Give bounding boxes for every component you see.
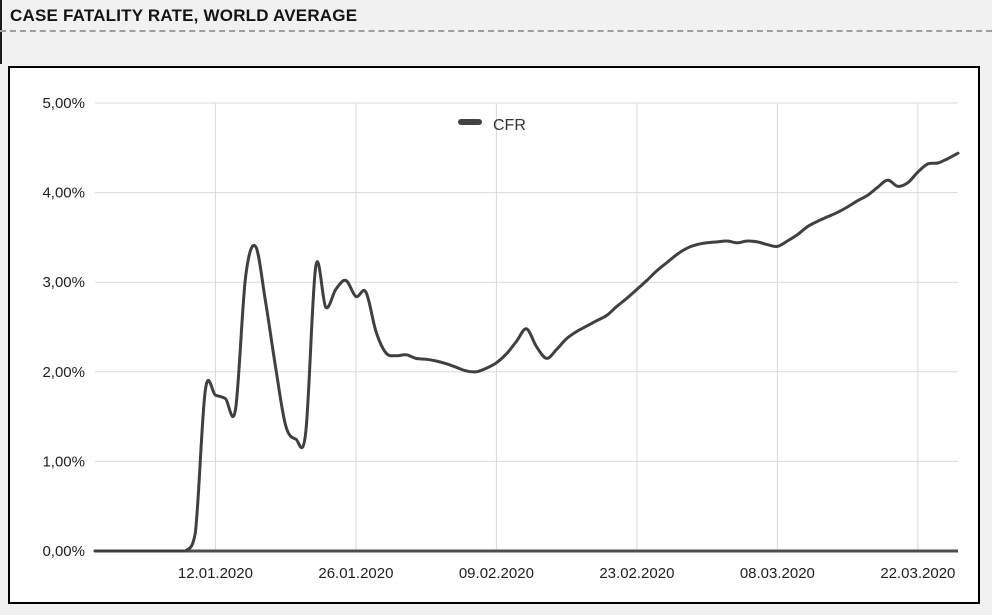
y-axis-label: 2,00%: [42, 364, 85, 381]
x-axis-label: 09.02.2020: [459, 565, 534, 582]
page-title: CASE FATALITY RATE, WORLD AVERAGE: [10, 6, 358, 25]
legend-label-cfr[interactable]: CFR: [493, 117, 526, 134]
title-bar: CASE FATALITY RATE, WORLD AVERAGE: [0, 0, 992, 32]
x-axis-label: 08.03.2020: [740, 565, 815, 582]
y-axis-label: 5,00%: [42, 95, 85, 112]
cfr-chart-svg[interactable]: 0,00% 1,00% 2,00% 3,00% 4,00% 5,00% 12.01.2020…: [10, 68, 978, 602]
y-axis-label: 4,00%: [42, 185, 85, 202]
x-axis-label: 12.01.2020: [178, 565, 253, 582]
chart-card: 0,00% 1,00% 2,00% 3,00% 4,00% 5,00% 12.01.2020…: [8, 66, 980, 604]
y-axis-label: 1,00%: [42, 453, 85, 470]
x-axis-label: 26.01.2020: [318, 565, 393, 582]
x-axis-label: 23.02.2020: [599, 565, 674, 582]
y-axis-label: 0,00%: [42, 543, 85, 560]
cfr-line-series[interactable]: [93, 151, 960, 553]
legend-marker-cfr[interactable]: [458, 119, 482, 125]
x-axis-label: 22.03.2020: [880, 565, 955, 582]
y-axis-label: 3,00%: [42, 274, 85, 291]
window-edge: [0, 0, 2, 64]
